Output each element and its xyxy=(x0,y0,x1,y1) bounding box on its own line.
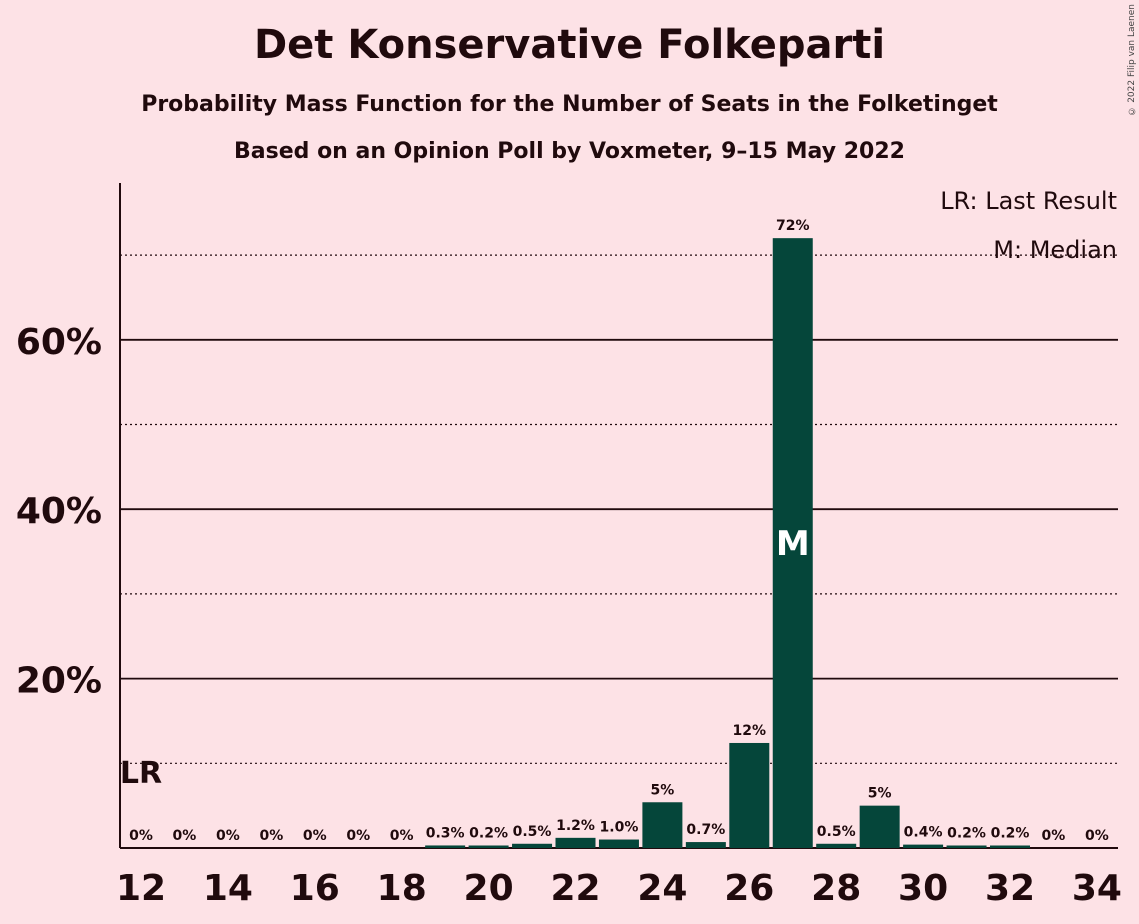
last-result-marker: LR xyxy=(120,756,162,791)
bar-value-label: 0.3% xyxy=(426,825,465,841)
bar-seats-30 xyxy=(903,844,944,848)
bar-seats-25 xyxy=(685,842,726,848)
bar-seats-20 xyxy=(468,845,509,848)
bar-value-label: 0.5% xyxy=(817,824,856,840)
bar-value-label: 0.2% xyxy=(991,826,1030,842)
x-tick-label: 34 xyxy=(1072,868,1122,909)
bar-seats-24 xyxy=(642,802,683,848)
bar-seats-19 xyxy=(425,845,466,848)
bar-value-label: 12% xyxy=(733,723,767,739)
bar-value-label: 0% xyxy=(303,828,327,844)
x-tick-label: 24 xyxy=(637,868,687,909)
x-tick-label: 26 xyxy=(724,868,774,909)
x-tick-label: 12 xyxy=(116,868,166,909)
bar-value-label: 0% xyxy=(173,828,197,844)
bar-seats-32 xyxy=(990,845,1030,848)
bar-seats-22 xyxy=(555,837,596,848)
bar-value-label: 0.2% xyxy=(947,826,986,842)
x-tick-label: 28 xyxy=(811,868,861,909)
x-tick-label: 16 xyxy=(290,868,340,909)
x-tick-label: 14 xyxy=(203,868,253,909)
bar-value-label: 0% xyxy=(1042,828,1066,844)
chart-title: Det Konservative Folkeparti xyxy=(253,22,886,68)
bar-value-label: 0.2% xyxy=(469,826,508,842)
bar-seats-26 xyxy=(729,742,770,848)
x-tick-label: 22 xyxy=(550,868,600,909)
x-tick-label: 32 xyxy=(985,868,1035,909)
bar-seats-31 xyxy=(946,845,987,848)
x-tick-label: 30 xyxy=(898,868,948,909)
bar-value-label: 72% xyxy=(776,218,810,234)
legend-last-result: LR: Last Result xyxy=(940,187,1117,215)
bar-seats-29 xyxy=(859,805,900,848)
bar-value-label: 0.4% xyxy=(904,825,943,841)
bar-value-label: 5% xyxy=(651,782,675,798)
x-tick-label: 18 xyxy=(377,868,427,909)
y-tick-label: 20% xyxy=(16,661,102,702)
legend-median: M: Median xyxy=(993,236,1117,264)
y-tick-label: 60% xyxy=(16,322,102,363)
chart-subtitle-poll: Based on an Opinion Poll by Voxmeter, 9–… xyxy=(234,139,905,164)
bar-value-label: 0% xyxy=(390,828,414,844)
bar-seats-28 xyxy=(816,843,857,848)
bar-value-label: 0% xyxy=(346,828,370,844)
bar-value-label: 0.7% xyxy=(686,822,725,838)
y-tick-label: 40% xyxy=(16,491,102,532)
chart-subtitle: Probability Mass Function for the Number… xyxy=(141,92,998,117)
bar-value-label: 0% xyxy=(129,828,153,844)
bar-value-label: 1.0% xyxy=(600,820,639,836)
bar-seats-23 xyxy=(598,839,639,848)
bar-seats-21 xyxy=(512,843,553,848)
bar-value-label: 0.5% xyxy=(513,824,552,840)
bar-value-label: 1.2% xyxy=(556,818,595,834)
x-tick-label: 20 xyxy=(464,868,514,909)
bar-value-label: 5% xyxy=(868,786,892,802)
bar-value-label: 0% xyxy=(259,828,283,844)
bar-value-label: 0% xyxy=(1085,828,1109,844)
bar-value-label: 0% xyxy=(216,828,240,844)
median-marker: M xyxy=(776,524,810,564)
bar-seats-27 xyxy=(772,238,813,848)
